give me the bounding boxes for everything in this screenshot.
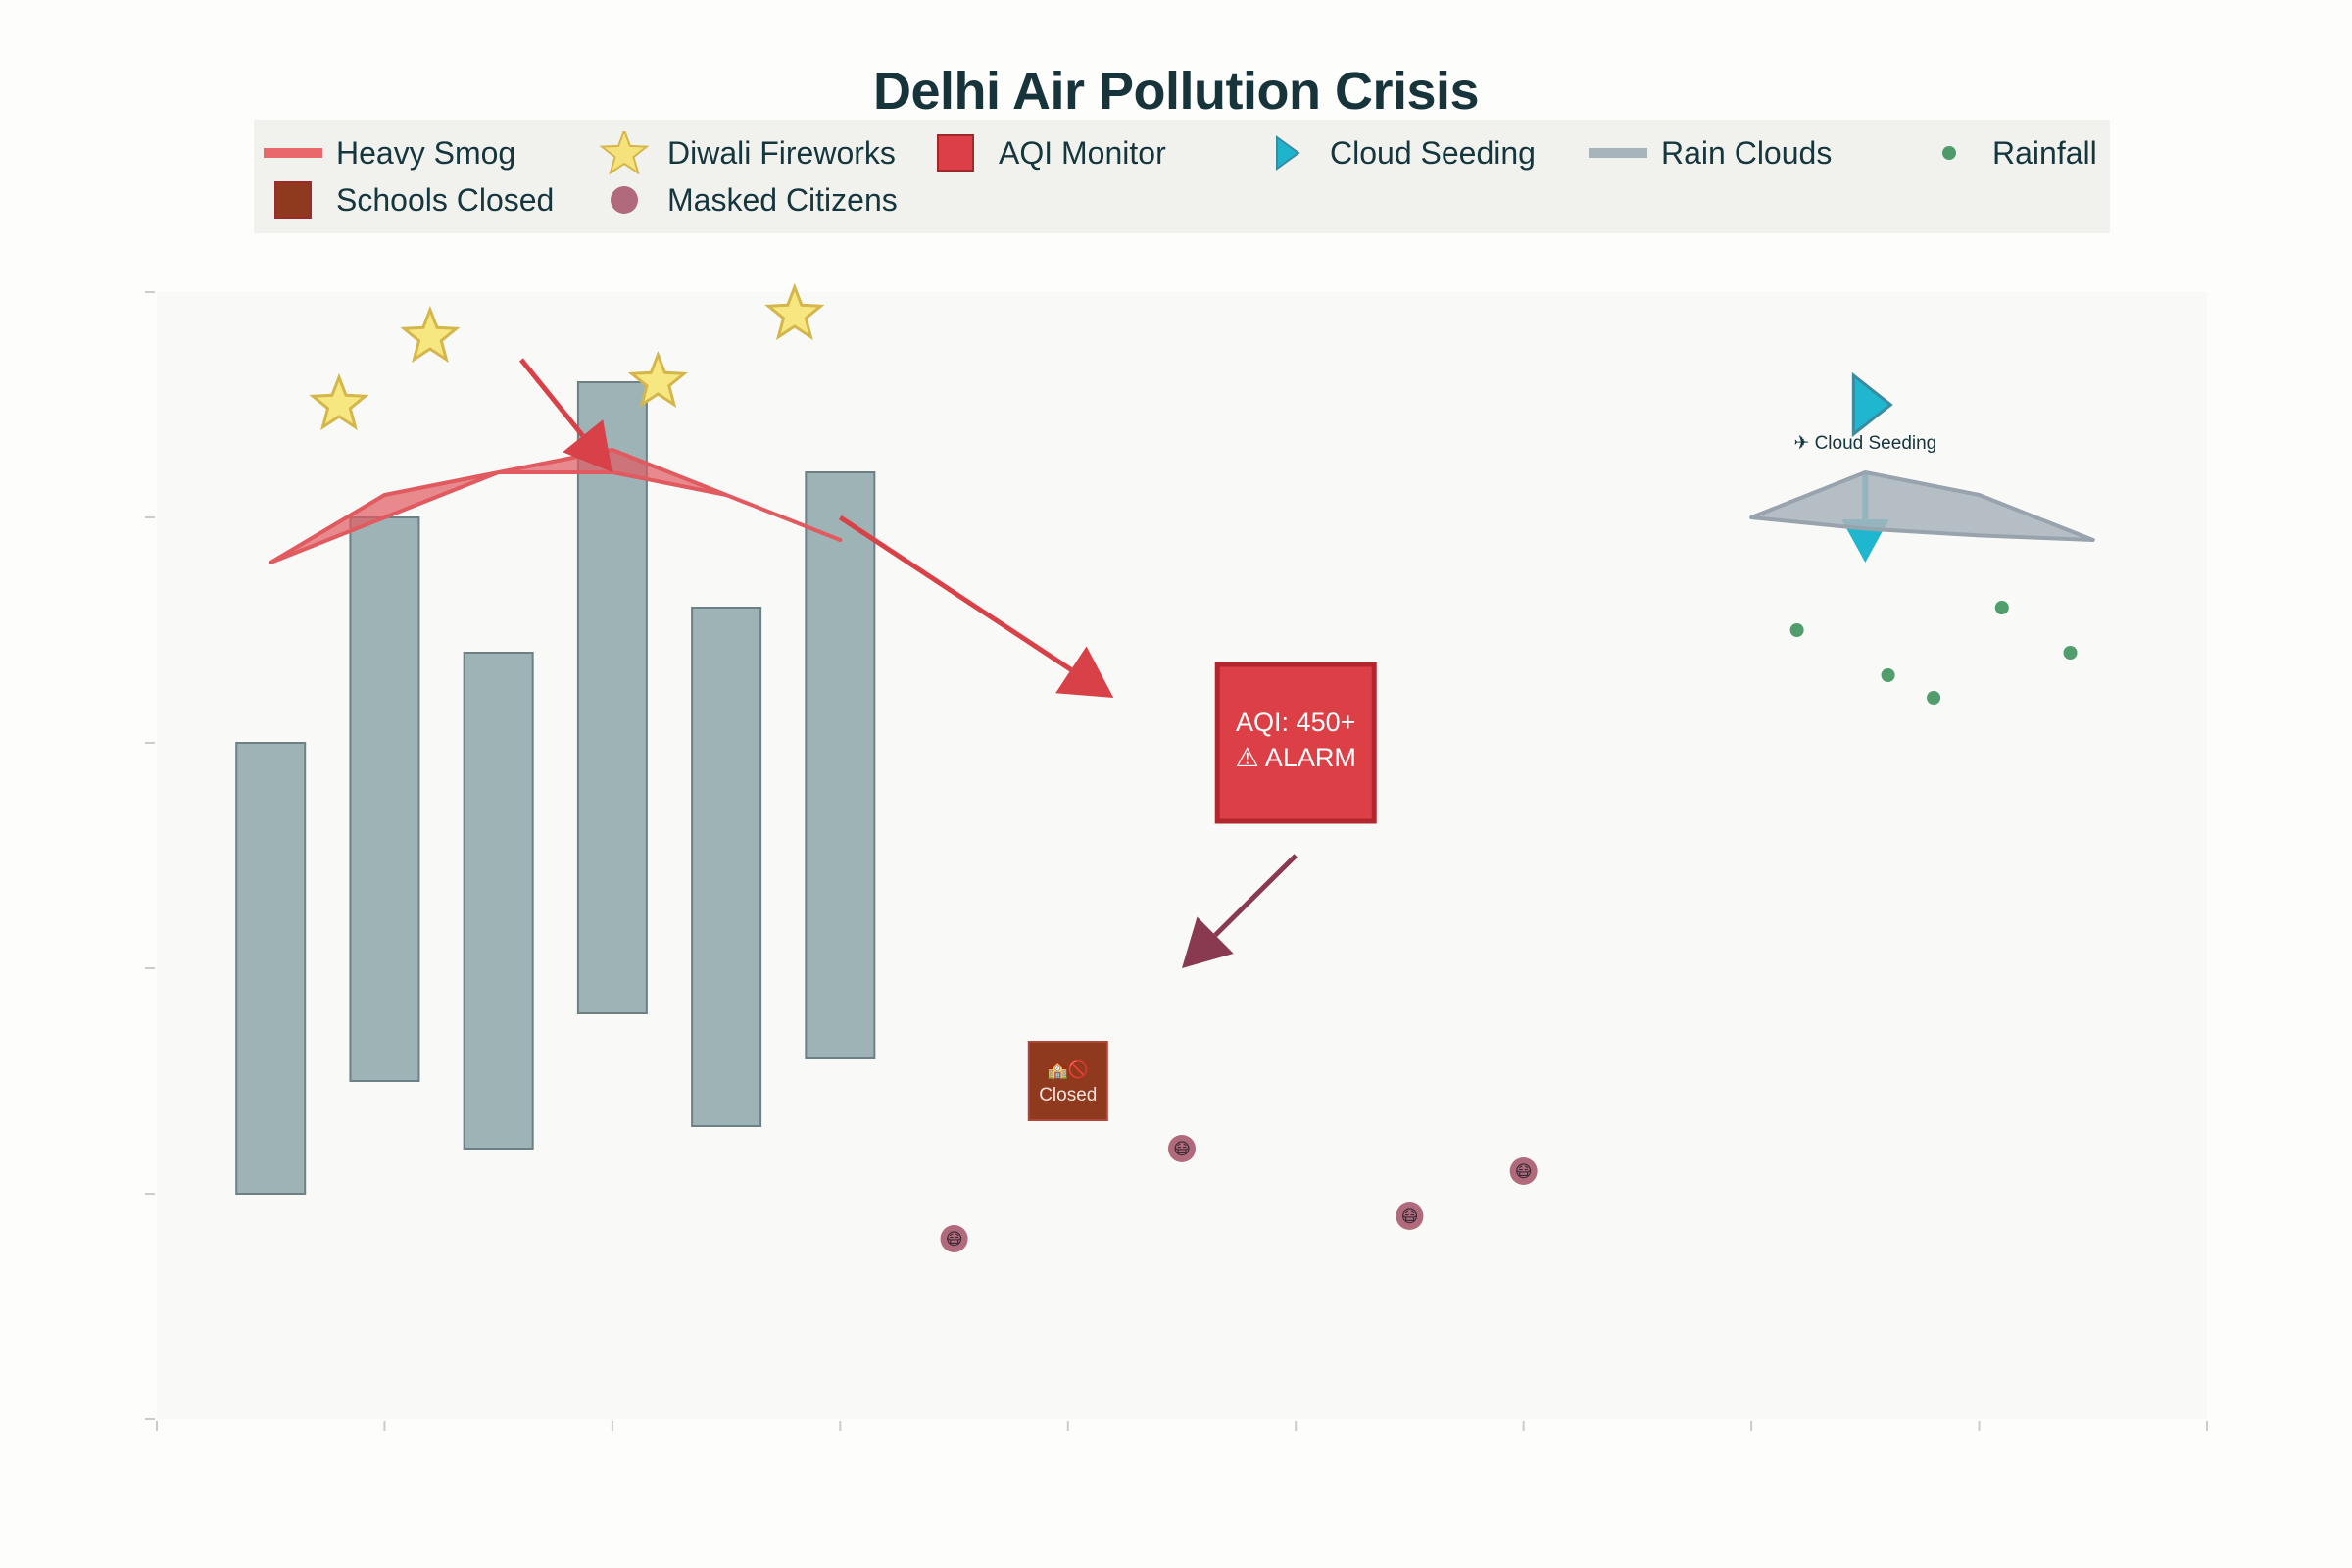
square-symbol-icon [924, 131, 987, 174]
legend-label: Heavy Smog [336, 134, 516, 171]
annotation-arrow-1-shaft [518, 358, 585, 438]
circle-symbol-icon [593, 178, 656, 221]
range-bar-5 [691, 607, 762, 1127]
range-bar-4 [576, 381, 648, 1014]
legend-item: Rainfall [1918, 131, 2097, 174]
annotation-arrow-2-head [1055, 646, 1114, 698]
legend-label: Schools Closed [336, 181, 555, 218]
annotation-arrow-3-head [1182, 916, 1234, 968]
circle-small-symbol-icon [1918, 131, 1981, 174]
line-symbol-icon [262, 131, 324, 174]
rainfall-dot-3 [1927, 691, 1941, 705]
rainfall-dot-4 [1994, 601, 2009, 614]
masked-citizen-glyph-4: 😷 [1515, 1162, 1533, 1181]
cloud-seeding-marker [1851, 371, 1893, 438]
legend-item: Masked Citizens [593, 178, 898, 221]
line-symbol-icon [1587, 131, 1649, 174]
legend-item: Rain Clouds [1587, 131, 1832, 174]
schools-closed-label: Closed [1039, 1085, 1097, 1105]
legend-item: Heavy Smog [262, 131, 515, 174]
aqi-label: AQI: 450+ [1236, 708, 1355, 737]
masked-citizen-1 [940, 1225, 968, 1252]
firework-star-1 [309, 372, 369, 431]
annotation-arrow-3-shaft [1213, 854, 1298, 938]
legend: Heavy Smog Diwali Fireworks AQI Monitor Clo… [254, 120, 2110, 233]
legend-label: Rain Clouds [1661, 134, 1833, 171]
legend-item: AQI Monitor [924, 131, 1166, 174]
chart-title: Delhi Air Pollution Crisis [872, 62, 1480, 121]
annotation-arrow-2-shaft [838, 514, 1073, 672]
firework-star-4 [764, 282, 825, 341]
aqi-monitor-box [1214, 662, 1377, 824]
triangle-right-symbol-icon [1255, 131, 1318, 174]
masked-citizen-glyph-3: 😷 [1401, 1207, 1419, 1226]
schools-closed-box [1027, 1041, 1108, 1121]
masked-citizen-glyph-1: 😷 [946, 1230, 963, 1249]
firework-star-2 [400, 305, 461, 364]
legend-label: Cloud Seeding [1330, 134, 1536, 171]
firework-star-3 [627, 350, 688, 409]
legend-label: Rainfall [1992, 134, 2097, 171]
smog-band [269, 448, 843, 564]
range-bar-1 [235, 742, 307, 1195]
range-bar-6 [805, 471, 876, 1059]
schools-closed-icons: 🏫🚫 [1048, 1059, 1089, 1079]
masked-citizen-4 [1509, 1157, 1538, 1185]
range-bar-3 [463, 652, 534, 1150]
cloud-seeding-label: ✈ Cloud Seeding [1793, 433, 1936, 454]
legend-label: Diwali Fireworks [667, 134, 896, 171]
masked-citizen-glyph-2: 😷 [1173, 1140, 1191, 1158]
legend-item: Diwali Fireworks [593, 131, 896, 174]
legend-label: AQI Monitor [999, 134, 1166, 171]
legend-item: Schools Closed [262, 178, 554, 221]
rainfall-dot-2 [1881, 668, 1895, 682]
rain-cloud [1749, 470, 2095, 542]
star-symbol-icon [593, 131, 656, 174]
aqi-alarm-label: ⚠ ALARM [1236, 743, 1356, 772]
rainfall-dot-1 [1789, 623, 1804, 637]
range-bar-2 [349, 516, 420, 1082]
masked-citizen-2 [1168, 1135, 1196, 1162]
legend-label: Masked Citizens [667, 181, 898, 218]
legend-item: Cloud Seeding [1255, 131, 1536, 174]
square-symbol-icon [262, 178, 324, 221]
annotation-arrow-1-head [563, 419, 612, 472]
masked-citizen-3 [1396, 1202, 1424, 1230]
rainfall-dot-5 [2063, 646, 2078, 660]
